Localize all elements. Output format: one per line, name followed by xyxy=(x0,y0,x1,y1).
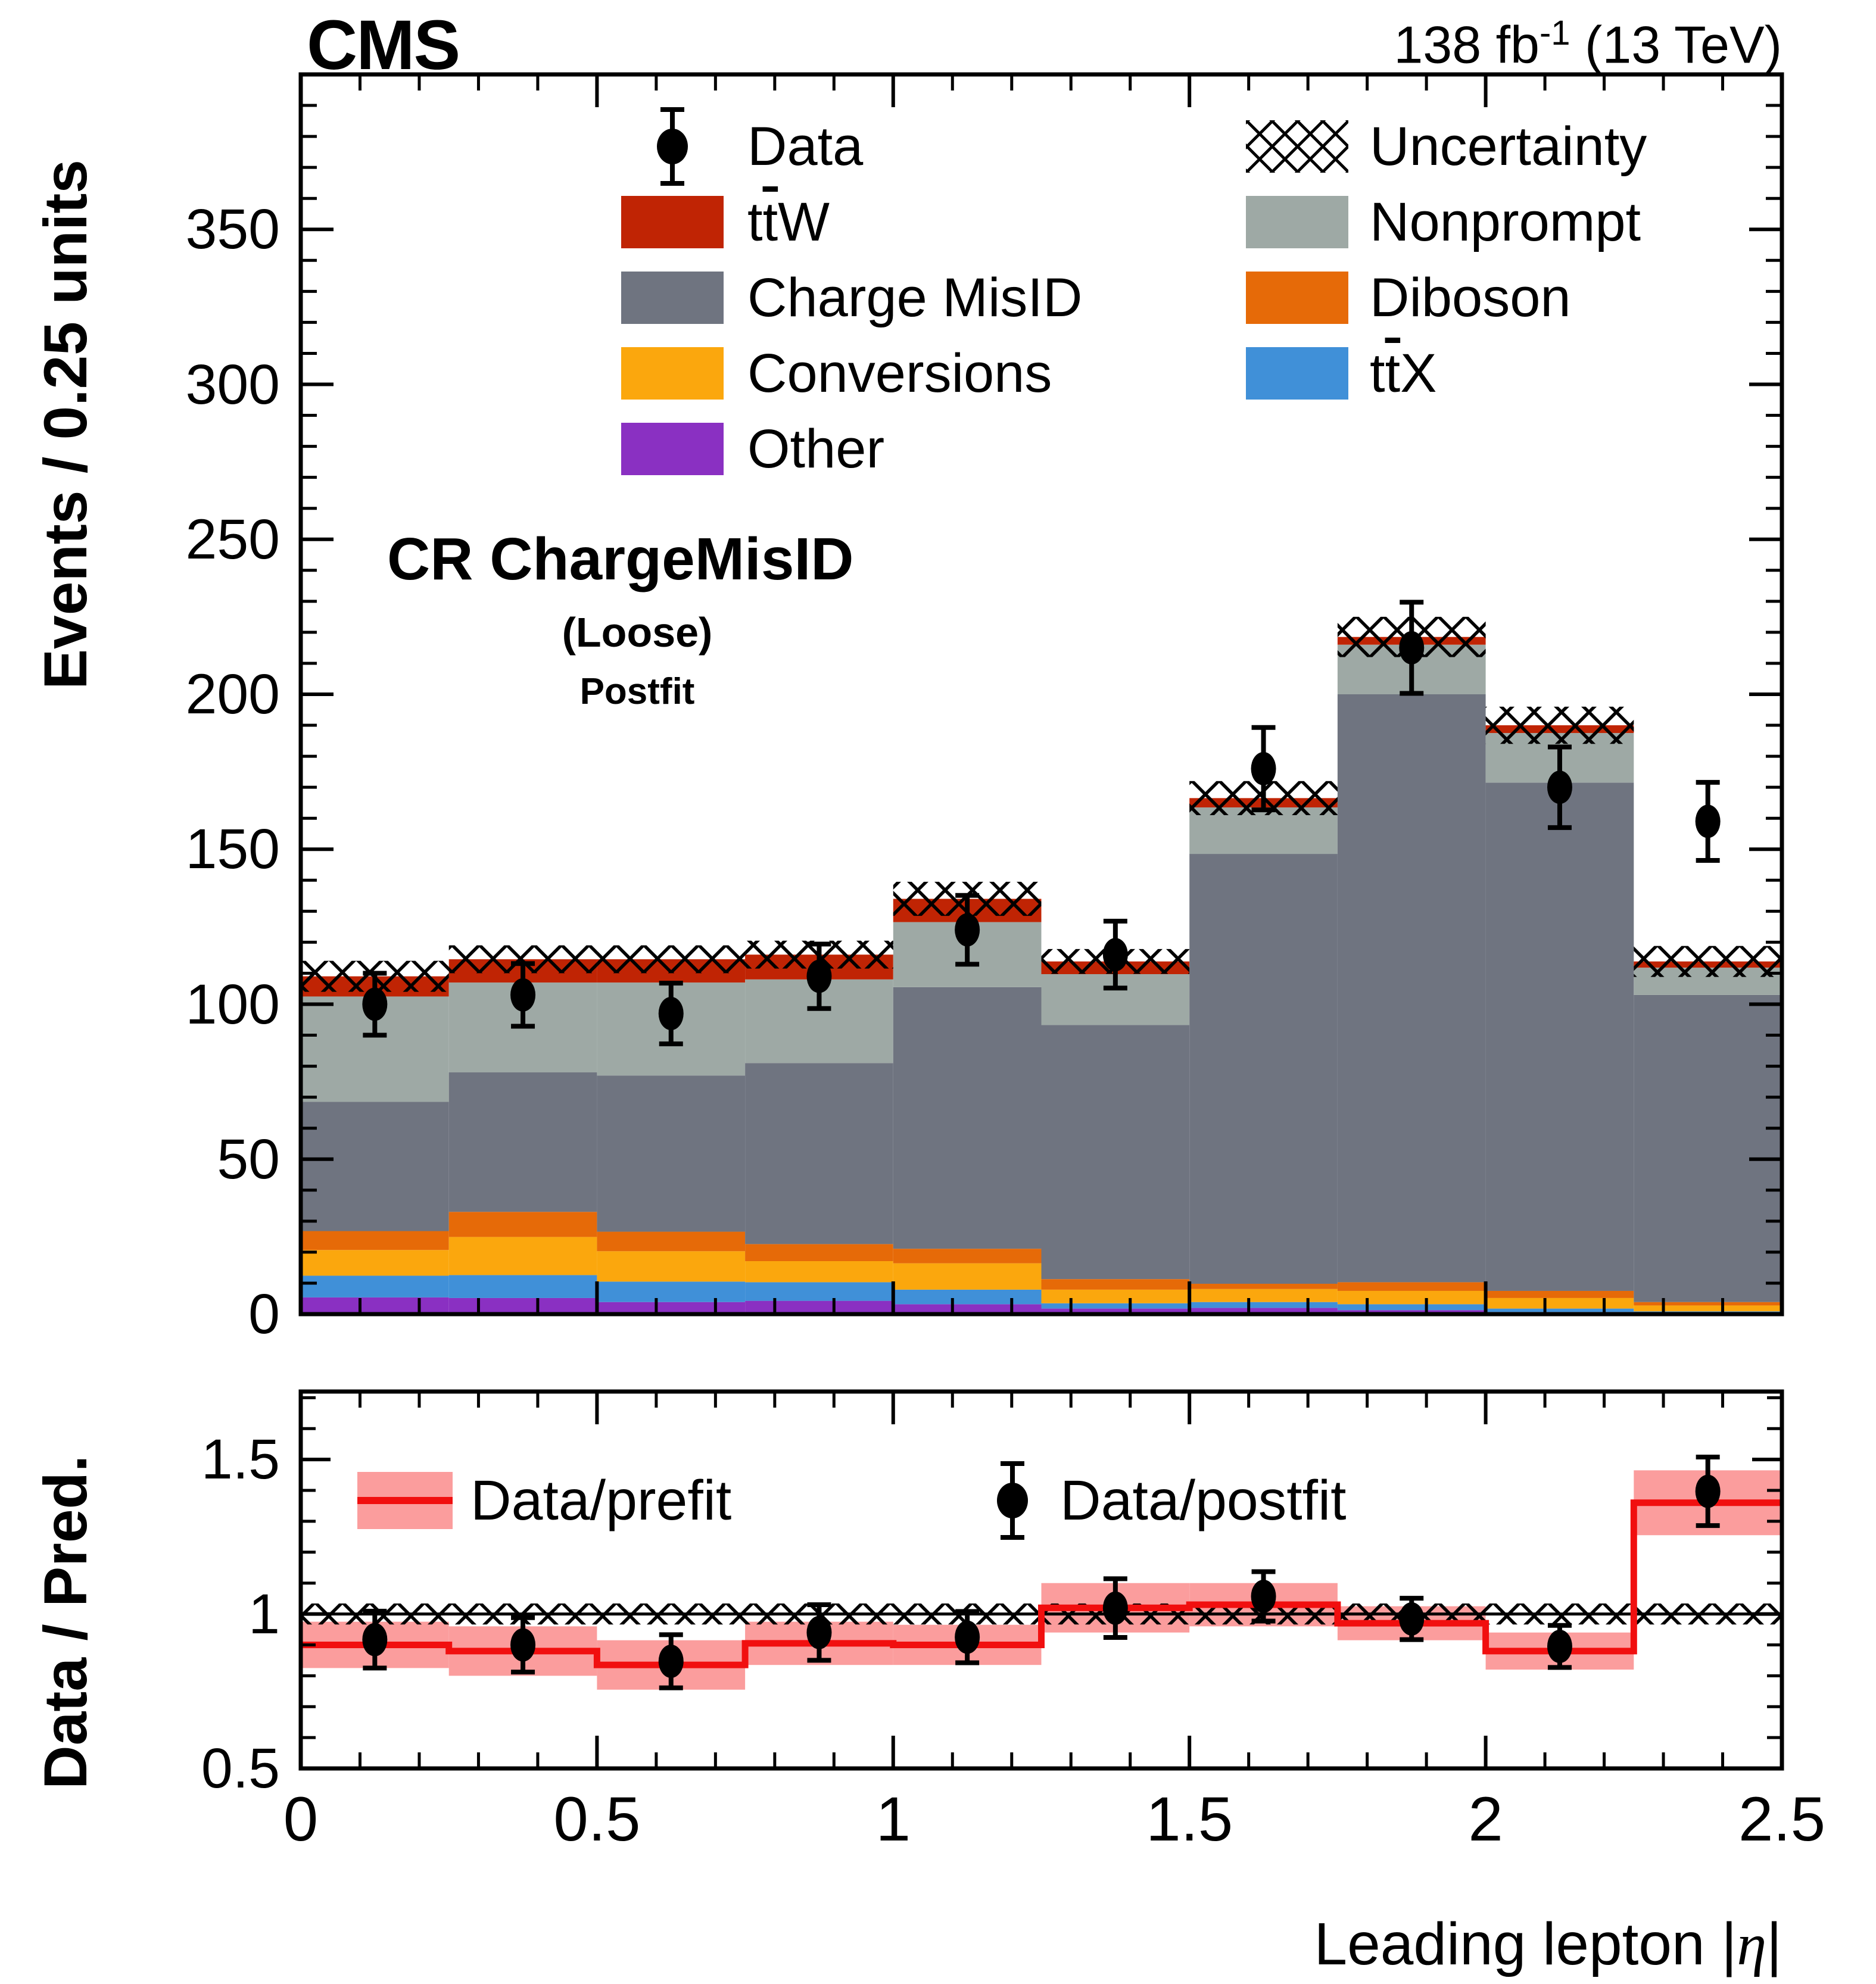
ratio-legend-prefit-line xyxy=(357,1497,453,1504)
cms-logo-label: CMS xyxy=(307,6,460,85)
legend-marker-cap xyxy=(1001,1535,1024,1540)
main-y-tick-label: 0 xyxy=(248,1283,280,1346)
legend-item-label: Conversions xyxy=(747,343,1052,404)
ratio-y-tick-label: 1 xyxy=(248,1582,280,1646)
x-tick-label: 0.5 xyxy=(553,1785,641,1854)
legend-item-label: Diboson xyxy=(1370,267,1571,328)
region-fit-label: Postfit xyxy=(579,671,695,712)
luminosity-label: 138 fb-1 (13 TeV) xyxy=(1394,13,1782,75)
legend-swatch-t xyxy=(621,196,724,248)
region-label: CR ChargeMisID xyxy=(387,526,854,592)
ratio-legend-postfit-label: Data/postfit xyxy=(1060,1469,1347,1532)
x-tick-label: 1.5 xyxy=(1146,1785,1233,1854)
x-tick-label: 2 xyxy=(1468,1785,1503,1854)
ratio-y-tick-label: 0.5 xyxy=(201,1737,280,1800)
legend-swatch-other xyxy=(621,423,724,475)
legend-item-label: Data xyxy=(747,116,864,177)
lumi-energy: (13 TeV) xyxy=(1570,15,1782,74)
x-axis-title: Leading lepton |η| xyxy=(1314,1910,1782,1979)
main-y-tick-label: 250 xyxy=(185,507,280,571)
legend-item-label: ttW xyxy=(747,192,830,252)
legend-swatch-nonprompt xyxy=(1246,196,1348,248)
ratio-legend-prefit-label: Data/prefit xyxy=(470,1469,732,1532)
ratio-prefit-line xyxy=(301,1499,1782,1668)
legend-swatch-conversions xyxy=(621,347,724,400)
x-title-text: Leading lepton | xyxy=(1314,1911,1737,1977)
legend-marker-cap xyxy=(660,107,684,112)
eta-symbol: η xyxy=(1737,1911,1767,1977)
ratio-y-tick-label: 1.5 xyxy=(201,1428,280,1492)
main-y-tick-label: 50 xyxy=(217,1127,280,1191)
legend-item-label: Uncertainty xyxy=(1370,116,1647,177)
legend-marker-cap xyxy=(1001,1461,1024,1466)
region-selection-label: (Loose) xyxy=(562,609,713,656)
x-tick-label: 2.5 xyxy=(1738,1785,1825,1854)
ratio-postfit-points xyxy=(362,1455,1721,1690)
main-y-axis-title: Events / 0.25 units xyxy=(32,159,99,690)
legend-swatch-t xyxy=(1246,347,1348,400)
legend-item-label: Other xyxy=(747,419,885,479)
data-points xyxy=(362,600,1721,1047)
main-y-tick-label: 200 xyxy=(185,663,280,726)
main-y-tick-label: 300 xyxy=(185,352,280,416)
legend-marker-circle xyxy=(657,129,688,164)
legend-item-label: Nonprompt xyxy=(1370,192,1641,252)
legend-item-label: Charge MisID xyxy=(747,267,1083,328)
legend-item-label: ttX xyxy=(1370,343,1437,404)
main-y-tick-label: 100 xyxy=(185,972,280,1036)
lumi-exponent: -1 xyxy=(1539,14,1570,52)
main-frame-and-ticks xyxy=(298,72,1784,1317)
legend-swatch-uncertainty xyxy=(1246,120,1348,173)
legend-swatch-diboson xyxy=(1246,272,1348,324)
legend-marker-circle xyxy=(997,1483,1028,1518)
x-tick-label: 1 xyxy=(875,1785,911,1854)
x-tick-label: 0 xyxy=(283,1785,319,1854)
main-y-tick-label: 150 xyxy=(185,818,280,881)
x-title-close: | xyxy=(1766,1911,1782,1977)
lumi-value: 138 fb xyxy=(1394,15,1540,74)
main-y-tick-label: 350 xyxy=(185,198,280,261)
ratio-frame-and-ticks xyxy=(298,1389,1784,1771)
legend-marker-cap xyxy=(660,181,684,186)
legend-swatch-charge-misid xyxy=(621,272,724,324)
ratio-y-axis-title: Data / Pred. xyxy=(32,1455,99,1789)
